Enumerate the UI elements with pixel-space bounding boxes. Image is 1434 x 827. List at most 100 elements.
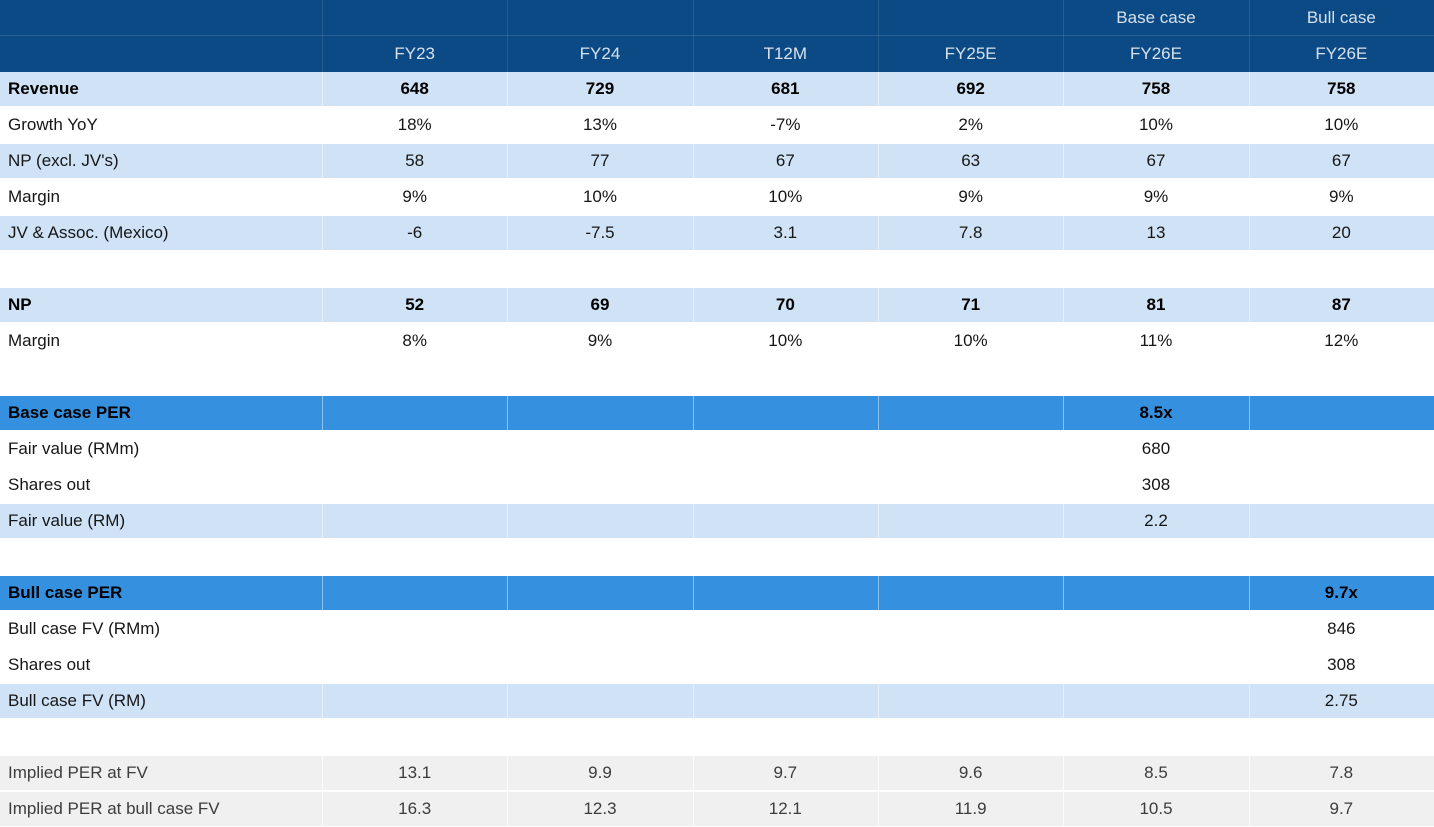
header-columns-row: FY23 FY24 T12M FY25E FY26E FY26E bbox=[0, 36, 1434, 72]
row-value: 8% bbox=[402, 331, 427, 350]
row-value bbox=[322, 504, 507, 538]
row-value bbox=[1063, 576, 1248, 610]
spacer-row bbox=[0, 360, 1434, 396]
table-row: Margin 8% 9% 10% 10% 11% 12% bbox=[0, 324, 1434, 360]
header-group-label bbox=[507, 0, 692, 36]
header-group-label bbox=[878, 0, 1063, 36]
row-value bbox=[878, 432, 1063, 466]
row-value: 67 bbox=[1063, 144, 1248, 178]
row-value: 69 bbox=[507, 288, 692, 322]
row-value bbox=[693, 576, 878, 610]
row-value bbox=[322, 432, 507, 466]
row-label: Implied PER at bull case FV bbox=[8, 799, 220, 818]
row-value: 10.5 bbox=[1063, 792, 1248, 826]
row-value: 7.8 bbox=[878, 216, 1063, 250]
spacer-row bbox=[0, 540, 1434, 576]
header-column-label: FY25E bbox=[878, 36, 1063, 72]
row-value: 8.5 bbox=[1063, 756, 1248, 790]
table-row: Implied PER at FV 13.1 9.9 9.7 9.6 8.5 7.8 bbox=[0, 756, 1434, 792]
table-row: Bull case PER 9.7x bbox=[0, 576, 1434, 612]
row-value bbox=[322, 396, 507, 430]
row-value bbox=[507, 504, 692, 538]
row-value bbox=[507, 684, 692, 718]
table-row: Shares out 308 bbox=[0, 468, 1434, 504]
row-value: 9.9 bbox=[507, 756, 692, 790]
row-value bbox=[693, 468, 878, 502]
header-group-row: Base case Bull case bbox=[0, 0, 1434, 36]
header-group-label bbox=[693, 0, 878, 36]
table-row: Bull case FV (RM) 2.75 bbox=[0, 684, 1434, 720]
row-value: 11.9 bbox=[878, 792, 1063, 826]
row-value: 52 bbox=[322, 288, 507, 322]
row-value: 9.7x bbox=[1249, 576, 1434, 610]
row-value: 16.3 bbox=[322, 792, 507, 826]
row-value bbox=[878, 396, 1063, 430]
table-row: JV & Assoc. (Mexico) -6 -7.5 3.1 7.8 13 20 bbox=[0, 216, 1434, 252]
row-value: 758 bbox=[1249, 72, 1434, 106]
row-label: NP (excl. JV's) bbox=[8, 151, 119, 170]
row-value: 77 bbox=[507, 144, 692, 178]
row-value bbox=[693, 684, 878, 718]
row-value bbox=[878, 468, 1063, 502]
row-value: 9% bbox=[587, 331, 613, 350]
header-group-label: Base case bbox=[1063, 0, 1248, 36]
row-label: Implied PER at FV bbox=[8, 763, 148, 782]
row-value: 10% bbox=[953, 331, 988, 350]
row-label: Shares out bbox=[8, 655, 91, 674]
row-value: 13.1 bbox=[322, 756, 507, 790]
row-value bbox=[1063, 612, 1248, 646]
row-value bbox=[1063, 648, 1248, 682]
row-value bbox=[322, 612, 507, 646]
row-value bbox=[507, 648, 692, 682]
row-value: 18% bbox=[397, 115, 432, 134]
table-row: NP (excl. JV's) 58 77 67 63 67 67 bbox=[0, 144, 1434, 180]
row-value: 10% bbox=[1138, 115, 1173, 134]
row-value bbox=[507, 576, 692, 610]
row-value: -7% bbox=[770, 115, 801, 134]
header-column-label: FY26E bbox=[1063, 36, 1248, 72]
row-label: Base case PER bbox=[8, 403, 131, 422]
row-value bbox=[322, 468, 507, 502]
row-value: 9% bbox=[958, 187, 983, 206]
row-value bbox=[322, 684, 507, 718]
row-value bbox=[322, 576, 507, 610]
row-value: 70 bbox=[693, 288, 878, 322]
row-value bbox=[1249, 504, 1434, 538]
row-value: 3.1 bbox=[693, 216, 878, 250]
table-row: Fair value (RM) 2.2 bbox=[0, 504, 1434, 540]
header-group-label: Bull case bbox=[1249, 0, 1434, 36]
table-row: Fair value (RMm) 680 bbox=[0, 432, 1434, 468]
table-row: Bull case FV (RMm) 846 bbox=[0, 612, 1434, 648]
row-value: 67 bbox=[1249, 144, 1434, 178]
row-value bbox=[1249, 468, 1434, 502]
row-value: 13 bbox=[1063, 216, 1248, 250]
table-row: NP 52 69 70 71 81 87 bbox=[0, 288, 1434, 324]
row-value: 58 bbox=[322, 144, 507, 178]
row-label: Bull case FV (RM) bbox=[8, 691, 146, 710]
row-value bbox=[878, 504, 1063, 538]
row-value: 10% bbox=[1324, 115, 1359, 134]
row-value: 10% bbox=[768, 331, 803, 350]
row-value: 81 bbox=[1063, 288, 1248, 322]
table-body: Revenue 648 729 681 692 758 758 Growth YoY 18% 13… bbox=[0, 72, 1434, 827]
row-value: 9.6 bbox=[878, 756, 1063, 790]
row-label: NP bbox=[8, 295, 32, 314]
row-value bbox=[507, 468, 692, 502]
row-value: 9.7 bbox=[1249, 792, 1434, 826]
row-value: 10% bbox=[768, 187, 803, 206]
row-value: 12.3 bbox=[507, 792, 692, 826]
row-value: 20 bbox=[1249, 216, 1434, 250]
row-label: Growth YoY bbox=[8, 115, 98, 134]
row-value: 87 bbox=[1249, 288, 1434, 322]
row-value: 729 bbox=[507, 72, 692, 106]
row-value bbox=[878, 576, 1063, 610]
row-value: 846 bbox=[1327, 619, 1356, 638]
table-row: Shares out 308 bbox=[0, 648, 1434, 684]
spacer-row bbox=[0, 252, 1434, 288]
row-value: 67 bbox=[693, 144, 878, 178]
row-value bbox=[878, 612, 1063, 646]
table-row: Revenue 648 729 681 692 758 758 bbox=[0, 72, 1434, 108]
row-value bbox=[693, 648, 878, 682]
row-value bbox=[507, 612, 692, 646]
